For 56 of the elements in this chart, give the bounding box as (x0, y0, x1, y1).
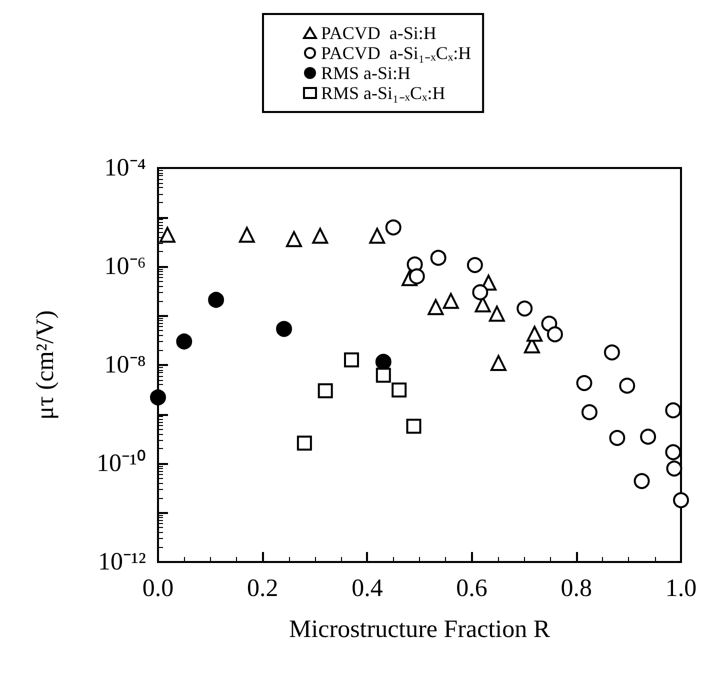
point (604, 344, 620, 360)
point (665, 444, 682, 460)
legend-label: RMS a-Si₁₋ₓCₓ:H (321, 83, 446, 103)
point (581, 404, 598, 420)
point (490, 354, 506, 371)
point (408, 268, 425, 284)
point (392, 382, 407, 398)
point (466, 257, 483, 274)
legend-label: PACVD a-Si₁₋ₓCₓ:H (321, 43, 472, 63)
point (516, 300, 533, 317)
point (665, 402, 682, 418)
point (430, 250, 446, 266)
point (576, 375, 592, 392)
point (619, 378, 636, 394)
x-tick-label: 0.0 (142, 575, 174, 602)
point (238, 226, 255, 243)
point (276, 320, 292, 337)
point (634, 473, 650, 490)
point (609, 430, 626, 446)
x-axis-title: Microstructure Fraction R (288, 616, 550, 643)
point (488, 306, 505, 322)
point (472, 284, 488, 300)
point (286, 231, 302, 248)
y-tick-label: 10⁻⁴ (104, 154, 146, 182)
y-tick-label: 10⁻¹² (98, 548, 146, 576)
point (442, 292, 459, 309)
legend-label: RMS a-Si:H (321, 63, 411, 83)
point (666, 460, 682, 477)
point (150, 389, 166, 406)
y-axis-title: μτ (cm²/V) (32, 310, 59, 420)
point (376, 368, 391, 383)
point (318, 383, 333, 398)
point (159, 226, 176, 243)
point (312, 228, 328, 244)
y-tick-label: 10⁻⁶ (104, 253, 146, 280)
x-tick-label: 1.0 (665, 575, 697, 602)
y-tick-label: 10⁻⁸ (104, 352, 146, 378)
point (375, 354, 392, 370)
point (344, 352, 360, 368)
point (673, 492, 689, 508)
point (640, 428, 656, 445)
x-tick-label: 0.6 (456, 575, 488, 602)
point (406, 418, 422, 434)
point (208, 292, 224, 308)
point (369, 228, 386, 244)
point (428, 299, 444, 316)
point (385, 219, 402, 236)
x-tick-label: 0.8 (560, 575, 592, 602)
point (526, 326, 543, 342)
point (296, 436, 312, 451)
legend-label: PACVD a-Si:H (321, 23, 436, 43)
x-tick-label: 0.4 (352, 575, 384, 602)
x-tick-label: 0.2 (246, 575, 278, 602)
point (176, 334, 192, 350)
y-tick-label: 10⁻¹⁰ (96, 449, 146, 477)
point (546, 326, 563, 342)
